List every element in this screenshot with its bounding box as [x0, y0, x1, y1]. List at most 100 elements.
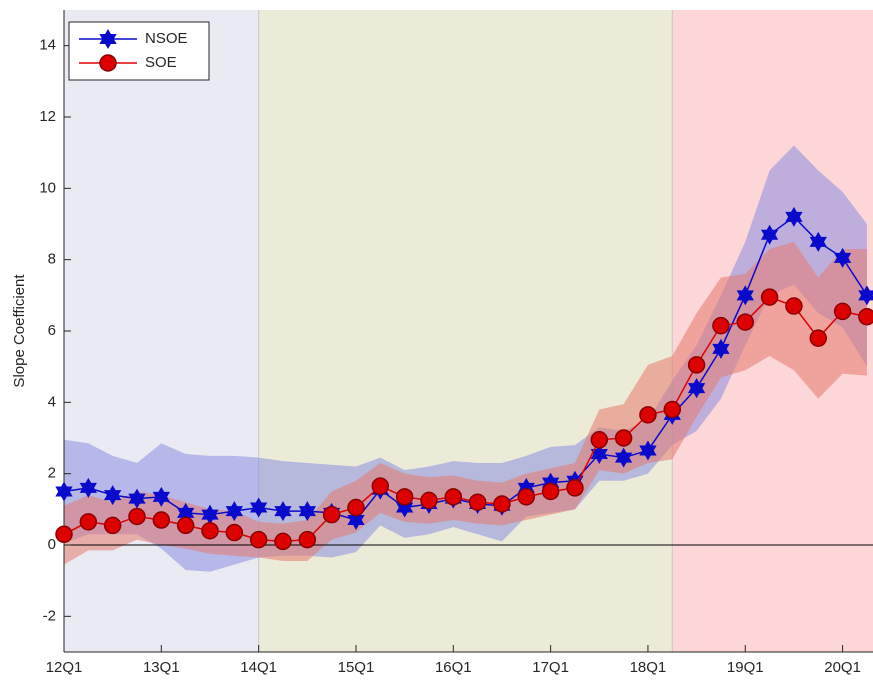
y-tick-label: 12	[39, 108, 56, 125]
marker	[760, 224, 779, 245]
marker	[639, 440, 657, 461]
marker-part	[79, 482, 97, 498]
marker-part	[225, 506, 243, 522]
x-tick-label: 15Q1	[338, 659, 375, 676]
marker-part	[104, 490, 122, 506]
marker	[371, 477, 390, 495]
y-tick-label: 0	[48, 536, 56, 553]
marker	[79, 477, 97, 498]
marker	[614, 447, 633, 468]
marker	[249, 530, 268, 549]
marker	[79, 513, 98, 531]
marker	[493, 495, 511, 513]
y-tick-label: 14	[39, 37, 56, 54]
marker-part	[201, 509, 219, 525]
marker	[541, 482, 560, 501]
y-tick-label: 10	[39, 179, 56, 196]
x-tick-label: 18Q1	[630, 659, 667, 676]
marker	[468, 493, 487, 511]
marker	[347, 510, 365, 531]
marker	[858, 307, 873, 326]
marker	[420, 491, 438, 510]
marker	[736, 313, 755, 331]
legend-label: SOE	[145, 54, 177, 71]
marker	[395, 488, 414, 506]
y-tick-label: 2	[48, 465, 56, 482]
marker	[639, 406, 657, 424]
marker-part	[590, 449, 608, 465]
marker-part	[128, 493, 146, 509]
marker	[785, 206, 803, 227]
marker	[687, 378, 706, 399]
marker	[55, 481, 73, 502]
marker-part	[858, 290, 873, 306]
marker-part	[760, 229, 779, 245]
marker	[347, 498, 365, 517]
marker	[712, 316, 730, 335]
marker	[225, 501, 243, 522]
marker	[274, 501, 292, 522]
marker	[298, 501, 316, 522]
x-tick-label: 20Q1	[824, 659, 861, 676]
marker-part	[176, 507, 195, 523]
marker	[833, 302, 852, 321]
marker-part	[298, 506, 316, 522]
marker	[128, 488, 146, 509]
marker	[590, 431, 609, 449]
y-tick-label: 8	[48, 251, 56, 268]
marker-part	[687, 383, 706, 399]
marker-part	[639, 445, 657, 461]
marker	[152, 486, 170, 507]
marker-part	[99, 34, 117, 50]
x-tick-label: 13Q1	[143, 659, 180, 676]
marker	[614, 429, 633, 447]
marker	[298, 530, 317, 549]
confidence-band	[64, 145, 867, 572]
marker	[99, 28, 117, 50]
marker-part	[274, 506, 292, 522]
marker	[128, 507, 146, 526]
x-tick-label: 17Q1	[532, 659, 569, 676]
marker	[687, 356, 706, 374]
marker-part	[785, 211, 803, 227]
marker	[99, 54, 117, 72]
marker-part	[249, 502, 268, 518]
x-tick-label: 19Q1	[727, 659, 764, 676]
marker	[712, 338, 730, 359]
marker	[104, 485, 122, 506]
marker-part	[152, 491, 170, 507]
marker	[809, 329, 828, 347]
marker	[760, 288, 779, 306]
marker	[858, 285, 873, 306]
y-tick-label: 6	[48, 322, 56, 339]
marker	[444, 488, 463, 506]
marker	[590, 444, 608, 465]
marker	[833, 247, 852, 268]
x-tick-label: 12Q1	[46, 659, 83, 676]
marker-part	[736, 290, 754, 306]
marker	[736, 285, 754, 306]
marker	[663, 400, 682, 419]
marker	[201, 504, 219, 525]
marker	[517, 488, 536, 506]
series-line	[63, 215, 868, 521]
marker	[201, 521, 219, 540]
marker	[809, 231, 827, 252]
legend-label: NSOE	[145, 30, 188, 47]
marker-part	[833, 252, 852, 268]
x-tick-label: 16Q1	[435, 659, 472, 676]
marker	[274, 532, 292, 551]
marker	[55, 525, 73, 544]
series-line	[63, 296, 868, 543]
marker-part	[712, 343, 730, 359]
marker-part	[614, 452, 633, 468]
x-tick-label: 14Q1	[240, 659, 277, 676]
marker	[785, 297, 803, 315]
y-tick-label: -2	[43, 607, 56, 624]
marker	[152, 511, 171, 529]
marker	[249, 497, 268, 518]
marker	[176, 516, 195, 535]
y-tick-label: 4	[48, 393, 56, 410]
